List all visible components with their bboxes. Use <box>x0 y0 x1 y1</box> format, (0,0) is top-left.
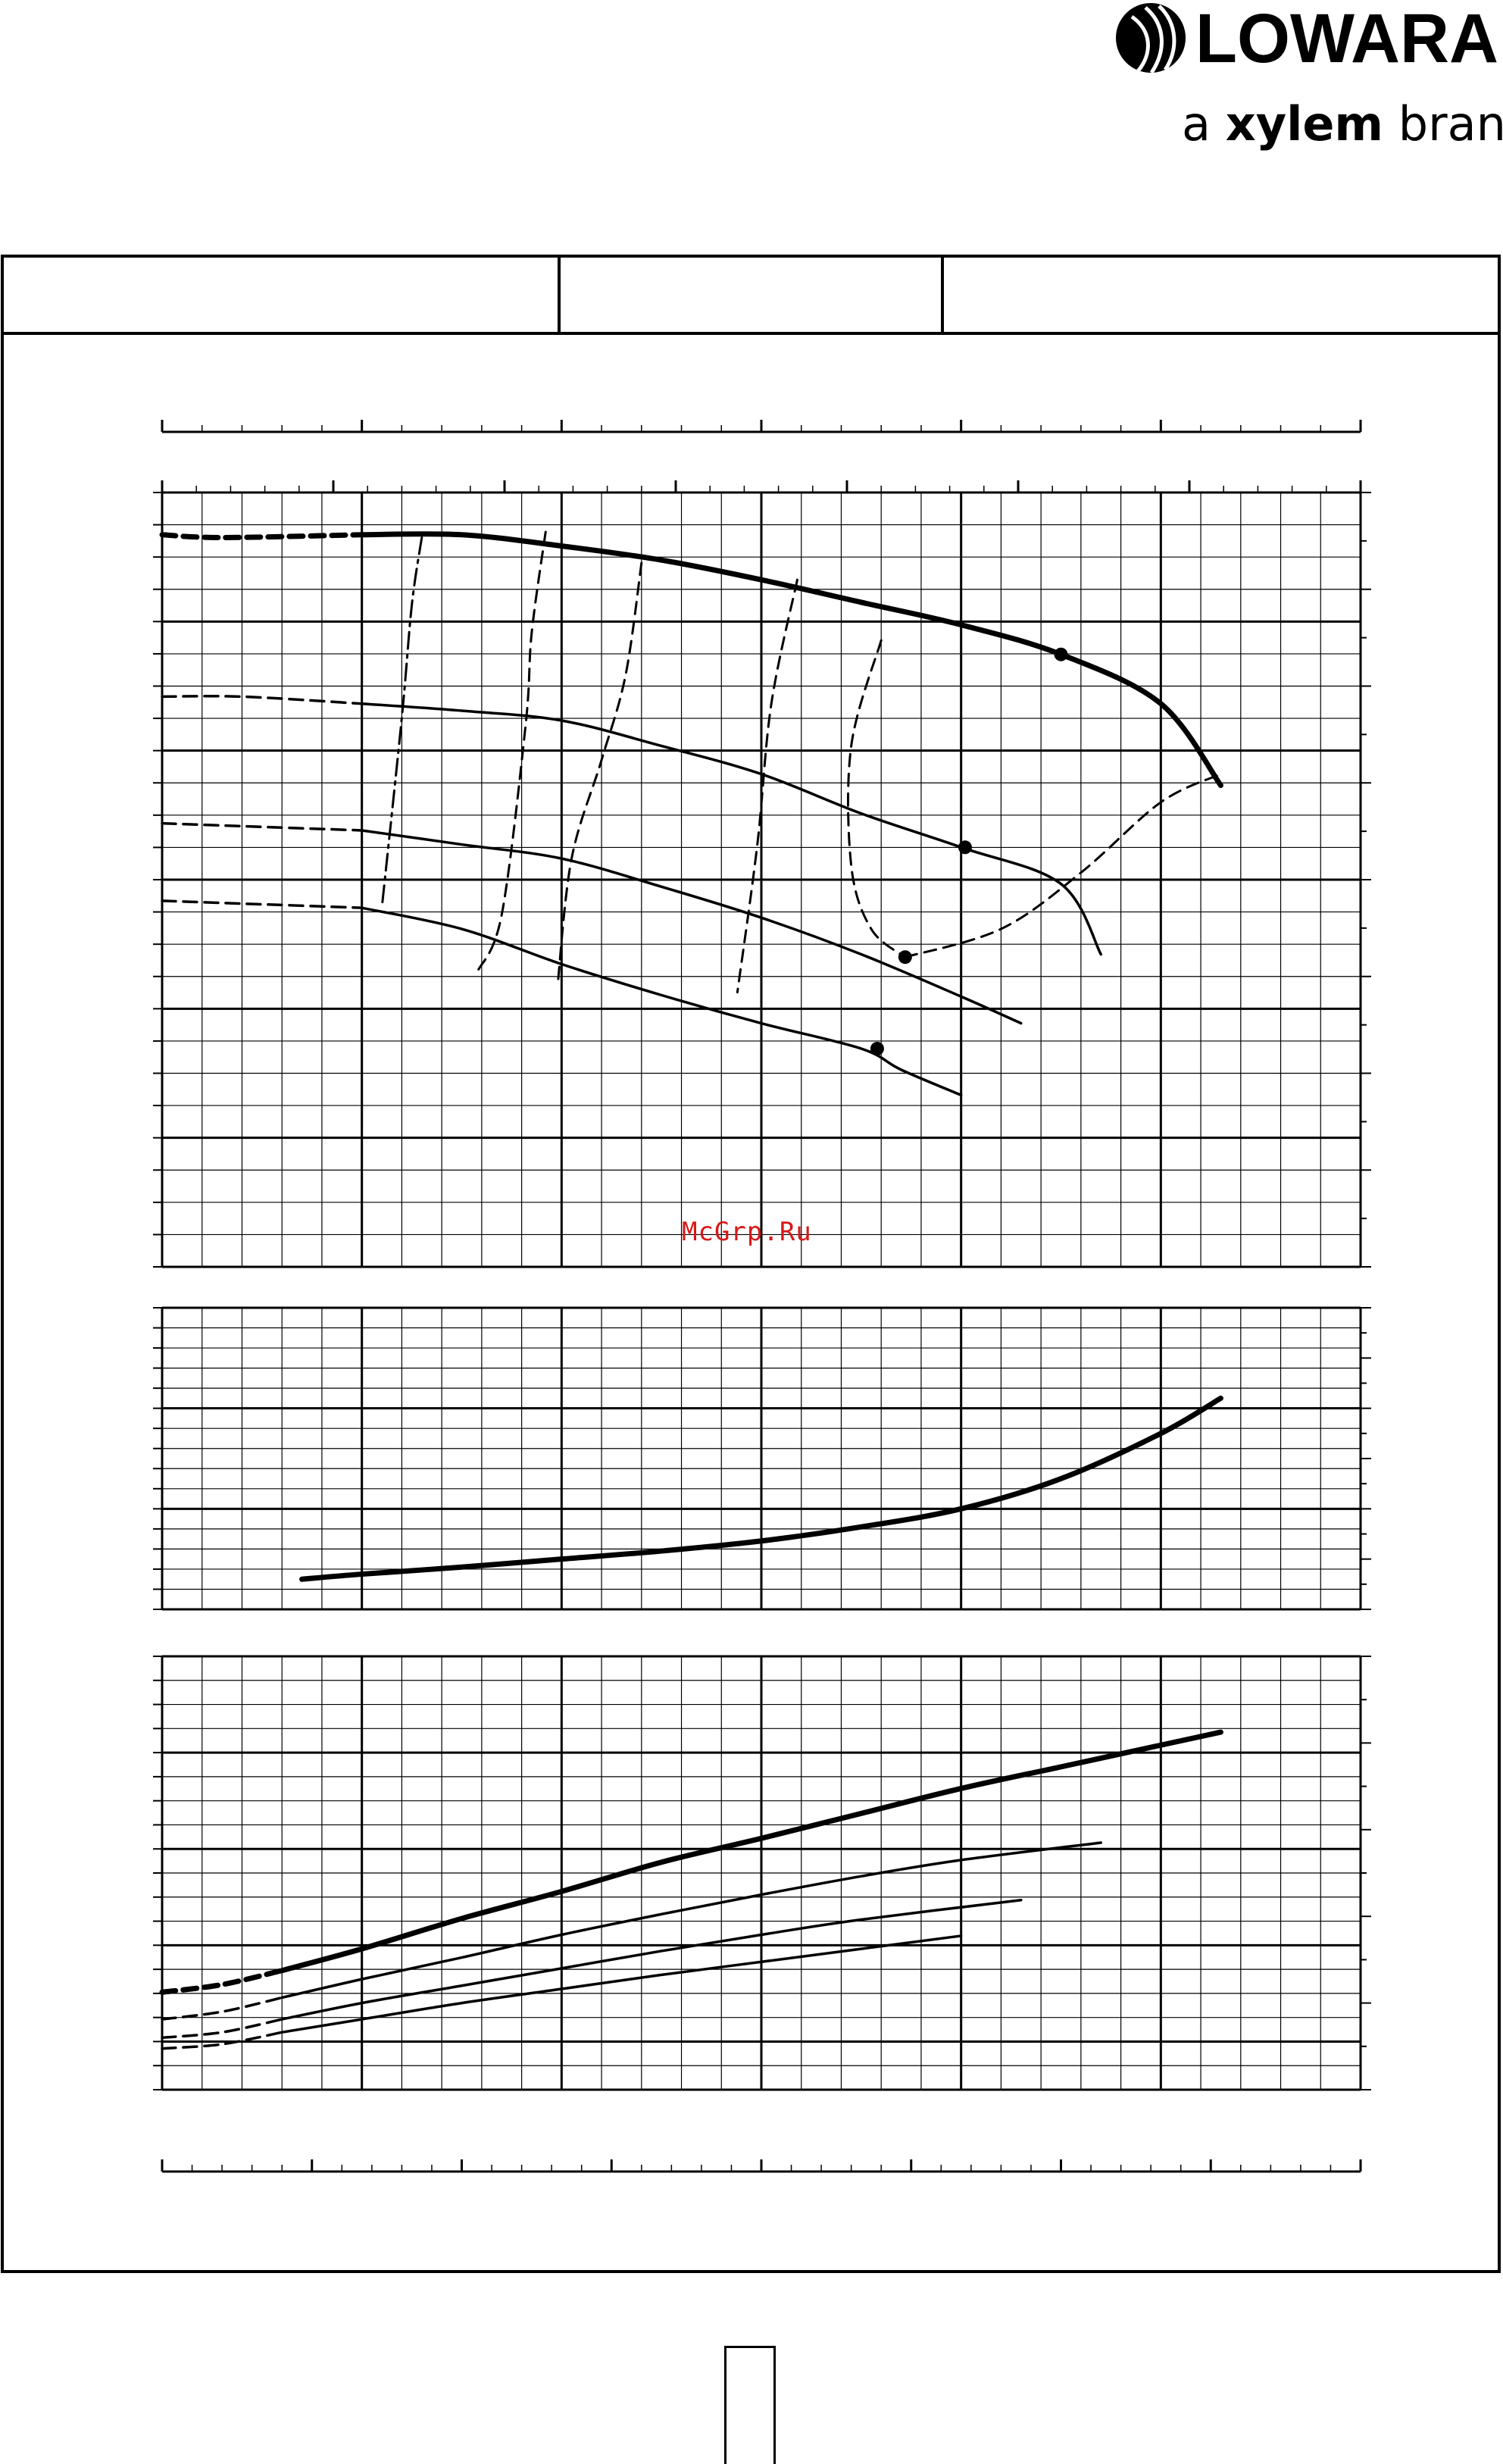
npsh-chart <box>153 1306 1371 1611</box>
curve-efficiency-3 <box>556 561 643 987</box>
curve-efficiency-4 <box>736 578 798 994</box>
npsh-chart-curves <box>299 1395 1223 1582</box>
curve-impeller-min-dashed-start <box>161 899 364 909</box>
sheet-frame <box>1 255 1501 2273</box>
tagline-prefix: a <box>1182 96 1226 152</box>
power-chart-curves <box>159 1729 1223 2050</box>
lowara-logo: LOWARA a xylem brand <box>1116 0 1503 152</box>
top-flow-scale <box>161 420 1362 494</box>
operating-point-marker <box>870 1041 884 1055</box>
curve-power-max-dashed-start <box>159 1968 285 1995</box>
head-chart-grid <box>153 491 1371 1268</box>
curve-efficiency-1 <box>380 536 423 909</box>
operating-point-marker <box>1054 647 1068 661</box>
curve-impeller-2 <box>360 702 1102 956</box>
curve-power-2 <box>280 1841 1102 2000</box>
watermark: McGrp.Ru <box>682 1217 812 1247</box>
npsh-chart-grid <box>153 1306 1371 1611</box>
page-number-box <box>724 2346 776 2464</box>
lowara-emblem-icon <box>1116 3 1186 74</box>
curve-efficiency-end <box>904 773 1222 958</box>
curve-efficiency-5 <box>846 639 907 958</box>
tagline-bold: xylem <box>1226 96 1383 152</box>
power-chart-grid <box>153 1655 1371 2091</box>
operating-point-marker <box>898 950 912 965</box>
brand-name: LOWARA <box>1195 0 1498 77</box>
power-chart <box>153 1655 1371 2091</box>
bottom-flow-scale <box>161 2159 1362 2173</box>
curve-impeller-2-dashed-start <box>161 695 364 705</box>
brand-tagline: a xylem brand <box>1182 96 1503 152</box>
curve-power-max <box>279 1729 1223 1974</box>
curve-power-min-dashed-start <box>161 2031 283 2050</box>
curve-impeller-3 <box>360 829 1023 1025</box>
curve-power-2-dashed-start <box>161 1996 283 2021</box>
head-chart-curves <box>159 530 1223 1097</box>
curve-impeller-min <box>360 906 963 1097</box>
curve-npsh <box>299 1395 1223 1582</box>
curve-power-min <box>280 1934 963 2034</box>
curve-impeller-3-dashed-start <box>161 821 364 832</box>
curve-impeller-max-dashed-start <box>159 532 365 540</box>
curve-impeller-max <box>359 531 1223 788</box>
curve-power-3 <box>280 1899 1023 2021</box>
curve-power-3-dashed-start <box>161 2018 283 2040</box>
operating-point-marker <box>958 840 972 855</box>
tagline-suffix: brand <box>1383 96 1503 152</box>
curve-efficiency-2 <box>477 530 547 973</box>
head-chart <box>153 491 1371 1268</box>
